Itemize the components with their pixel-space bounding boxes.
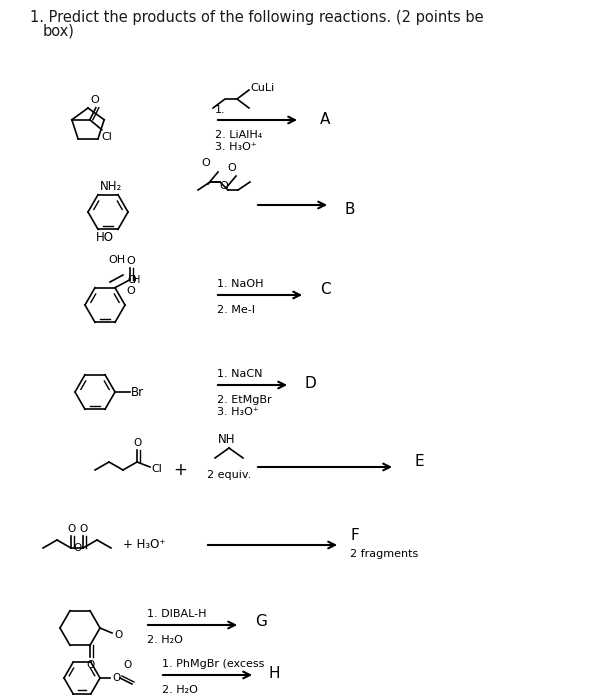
Text: 2. EtMgBr: 2. EtMgBr [217,395,271,405]
Text: + H₃O⁺: + H₃O⁺ [123,538,165,550]
Text: O: O [124,660,132,670]
Text: 1.: 1. [215,105,225,115]
Text: OH: OH [108,255,125,265]
Text: 1. NaCN: 1. NaCN [217,369,262,379]
Text: 1. NaOH: 1. NaOH [217,279,264,289]
Text: NH₂: NH₂ [100,180,122,193]
Text: 2 equiv.: 2 equiv. [207,470,251,480]
Text: H: H [133,274,141,285]
Text: O: O [127,256,135,266]
Text: Cl: Cl [151,464,162,474]
Text: O: O [90,94,99,105]
Text: G: G [255,615,267,629]
Text: 2. H₂O: 2. H₂O [162,685,198,695]
Text: O: O [73,543,81,553]
Text: F: F [350,528,359,542]
Text: O: O [127,286,135,295]
Text: H: H [268,666,279,680]
Text: O: O [202,158,210,168]
Text: 2 fragments: 2 fragments [350,549,418,559]
Text: E: E [415,454,425,470]
Text: O: O [68,524,76,534]
Text: D: D [305,375,317,391]
Text: O: O [80,524,88,534]
Text: B: B [345,202,356,218]
Text: 1. Predict the products of the following reactions. (2 points be: 1. Predict the products of the following… [30,10,484,25]
Text: 1. PhMgBr (excess: 1. PhMgBr (excess [162,659,264,669]
Text: O: O [127,275,136,285]
Text: 2. H₂O: 2. H₂O [147,635,183,645]
Text: HO: HO [96,231,114,244]
Text: 3. H₃O⁺: 3. H₃O⁺ [215,142,257,152]
Text: +: + [173,461,187,479]
Text: O: O [228,163,236,173]
Text: O: O [112,673,120,683]
Text: CuLi: CuLi [250,83,275,93]
Text: A: A [320,113,330,127]
Text: 2. LiAlH₄: 2. LiAlH₄ [215,130,262,140]
Text: Br: Br [131,386,144,398]
Text: O: O [134,438,142,448]
Text: C: C [320,283,331,298]
Text: 1. DIBAL-H: 1. DIBAL-H [147,609,207,619]
Text: NH: NH [218,433,236,446]
Text: Cl: Cl [102,132,113,141]
Text: box): box) [43,23,75,38]
Text: O: O [114,630,122,640]
Text: 3. H₃O⁺: 3. H₃O⁺ [217,407,259,417]
Text: 2. Me-I: 2. Me-I [217,305,255,315]
Text: O: O [219,181,228,191]
Text: O: O [87,660,95,671]
